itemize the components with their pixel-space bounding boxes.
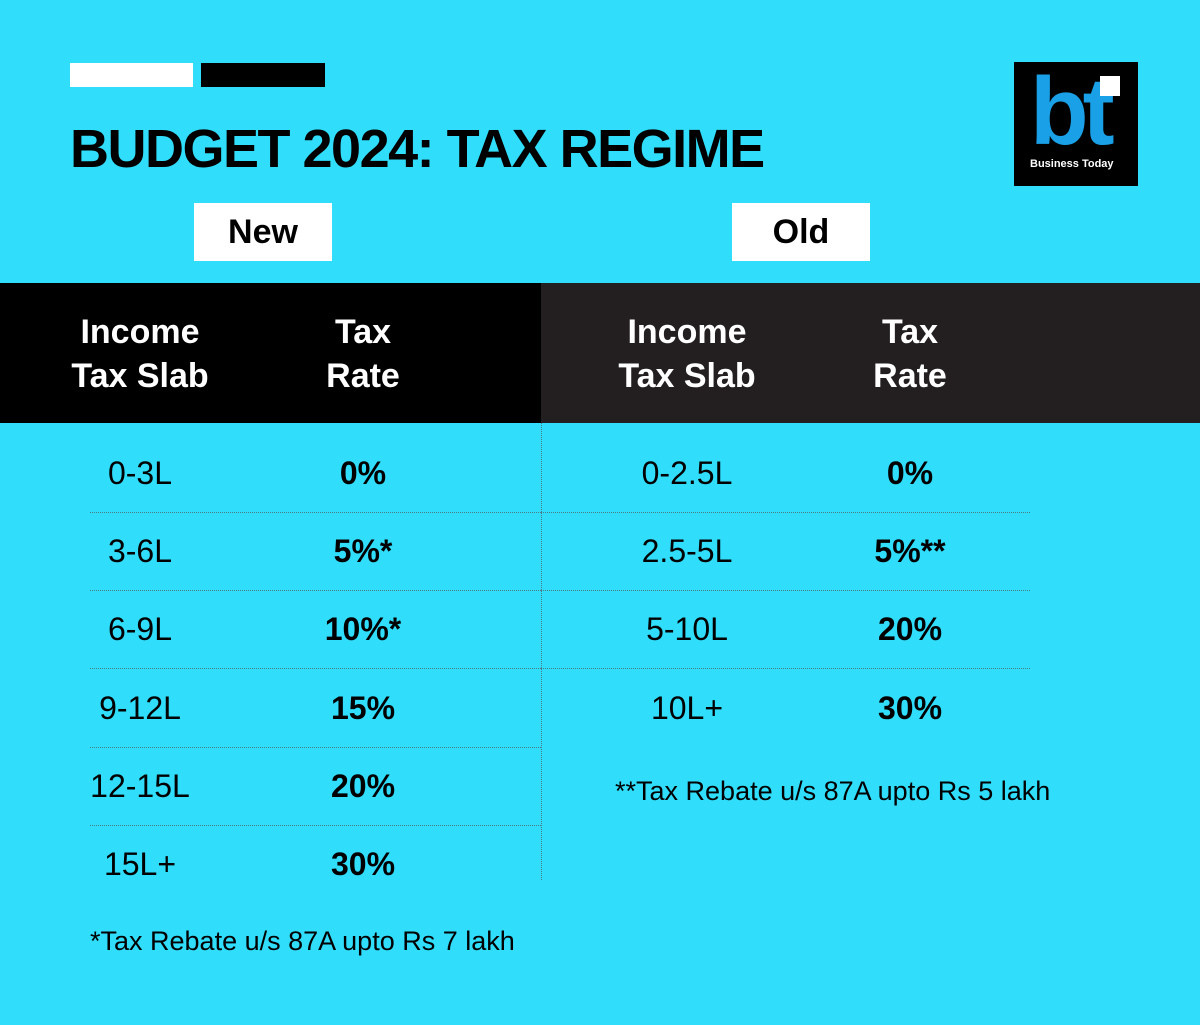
row-separator [90,668,541,670]
header-band [0,283,541,423]
row-separator [541,590,1030,592]
column-header: Income Tax Slab [618,313,756,395]
tax-rate: 30% [330,846,396,882]
tax-rate: 10%* [324,611,402,648]
income-slab: 2.5-5L [641,533,733,570]
row-separator [90,590,541,592]
row-separator [90,824,541,826]
income-slab: 12-15L [90,767,190,804]
tax-rate: 5%** [874,533,946,570]
tax-rate: 15% [330,689,396,726]
row-separator [541,512,1030,513]
header-band [541,283,1200,423]
row-separator [541,668,1030,670]
tax-rate: 5%* [333,533,393,570]
tax-rate: 0% [339,455,387,491]
regime-tab: New [194,203,332,261]
title: BUDGET 2024: TAX REGIME [70,119,765,179]
logo-square [1100,76,1120,96]
row-separator [90,746,541,748]
income-slab: 9-12L [99,689,181,726]
column-header: Income Tax Slab [71,313,209,395]
footnote: *Tax Rebate u/s 87A upto Rs 7 lakh [90,926,515,956]
income-slab: 6-9L [107,611,173,648]
income-slab: 0-2.5L [641,455,733,491]
income-slab: 3-6L [107,533,173,570]
footnote: **Tax Rebate u/s 87A upto Rs 5 lakh [615,776,1051,806]
row-separator [90,512,541,513]
logo-mark: bt [1030,58,1115,165]
income-slab: 0-3L [107,455,173,491]
column-header: Tax Rate [326,313,400,395]
deco-bar [201,63,325,87]
income-slab: 5-10L [646,611,728,648]
tax-rate: 20% [330,767,396,804]
tax-rate: 20% [877,611,943,648]
tax-rate: 30% [877,689,943,726]
tax-rate: 0% [886,455,934,491]
income-slab: 10L+ [650,689,724,726]
column-header: Tax Rate [873,313,947,395]
income-slab: 15L+ [103,846,177,882]
logo: bt Business Today [1014,62,1138,186]
logo-name: Business Today [1030,158,1114,170]
divider [541,423,542,880]
regime-tab: Old [732,203,870,261]
deco-bar [70,63,193,87]
